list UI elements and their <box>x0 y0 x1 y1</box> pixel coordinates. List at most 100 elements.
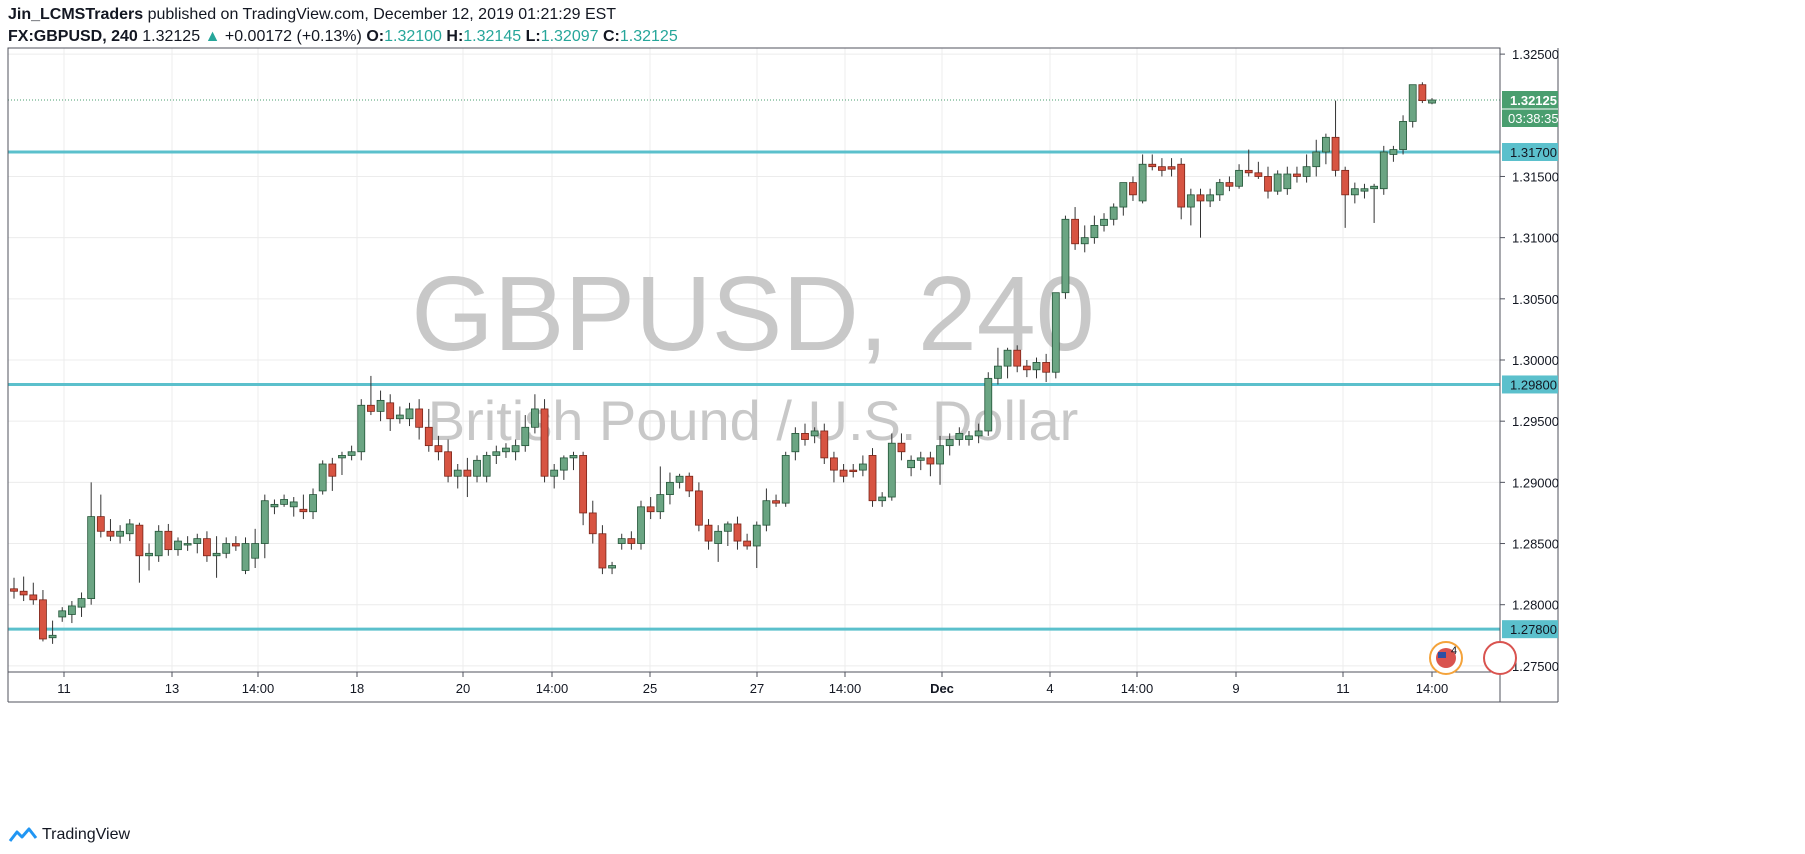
candle-body <box>1129 182 1137 196</box>
candle-body <box>328 463 337 477</box>
candle-body <box>1022 365 1031 371</box>
candle-body <box>1350 188 1359 196</box>
flag-canton <box>1438 652 1446 658</box>
candle <box>1273 170 1282 195</box>
x-tick-label: 14:00 <box>829 681 862 696</box>
candle <box>994 347 1002 385</box>
candle <box>367 375 375 416</box>
candle-body <box>1312 151 1321 168</box>
candle <box>87 482 96 605</box>
candle-body <box>579 455 588 514</box>
candle <box>1264 166 1272 199</box>
candle-body <box>318 463 327 492</box>
x-tick-label: 18 <box>350 681 364 696</box>
candle-body <box>125 523 134 535</box>
high-label: H: <box>446 28 464 45</box>
candle-body <box>791 433 800 453</box>
y-tick-label: 1.31500 <box>1512 169 1559 184</box>
candle-body <box>270 503 279 508</box>
countdown-label: 03:38:35 <box>1508 111 1559 126</box>
candle <box>1428 98 1436 105</box>
candle-body <box>1360 188 1369 192</box>
candle-body <box>559 457 568 471</box>
candle <box>955 427 964 446</box>
candle <box>1196 188 1205 238</box>
candle-body <box>241 543 250 571</box>
candle-body <box>685 475 694 492</box>
candle <box>67 601 76 624</box>
candle <box>154 525 163 562</box>
candle-body <box>830 457 838 471</box>
open-label: O: <box>366 28 385 45</box>
tradingview-logo[interactable]: TradingView <box>8 826 130 844</box>
candle <box>907 455 916 477</box>
candle-body <box>357 404 366 453</box>
candle <box>530 394 539 434</box>
candle <box>608 561 616 575</box>
x-tick-label: 14:00 <box>1121 681 1154 696</box>
candle <box>444 439 452 483</box>
candle <box>1235 164 1243 189</box>
candle <box>39 590 47 642</box>
candle <box>1167 158 1176 177</box>
candle <box>1254 161 1263 179</box>
candle <box>598 525 607 575</box>
candle-body <box>415 408 424 428</box>
x-tick-label: 11 <box>1336 681 1350 696</box>
candle <box>1293 166 1301 183</box>
candle <box>203 531 211 562</box>
candle <box>1350 182 1359 204</box>
time-axis[interactable]: 11 13 14:00 18 20 14:00 25 27 14:00 Dec 4 14:00 9 11 1… <box>57 672 1448 696</box>
candle-body <box>1254 172 1263 177</box>
y-tick-label: 1.29000 <box>1512 475 1559 490</box>
level-price-label: 1.29800 <box>1510 377 1557 392</box>
candle-body <box>1225 182 1234 187</box>
x-tick-label: 4 <box>1046 681 1053 696</box>
candle <box>569 451 578 471</box>
candle <box>1399 115 1407 155</box>
open-value: 1.32100 <box>384 28 442 45</box>
candle-body <box>1418 84 1427 102</box>
candle-body <box>965 435 973 440</box>
candle <box>1379 145 1388 195</box>
candle-body <box>260 500 269 544</box>
candle-body <box>145 552 153 557</box>
watermark-title: GBPUSD, 240 <box>411 255 1094 373</box>
candle <box>1312 139 1321 177</box>
candle <box>135 522 144 583</box>
candle-body <box>1399 121 1407 150</box>
candle <box>145 543 153 571</box>
candle <box>694 482 703 532</box>
candle <box>386 394 395 431</box>
candle <box>260 494 269 559</box>
candle-body <box>704 524 713 542</box>
candle <box>222 537 231 559</box>
candle-body <box>984 377 993 432</box>
publisher-name[interactable]: Jin_LCMSTraders <box>8 6 144 23</box>
candle <box>820 423 829 464</box>
candle-body <box>453 469 462 477</box>
x-tick-label: 14:00 <box>242 681 275 696</box>
candle-body <box>502 447 510 453</box>
candle <box>887 433 896 501</box>
candle-body <box>87 516 96 599</box>
candle-body <box>1013 349 1022 367</box>
price-axis[interactable]: 1.32500 1.31500 1.31000 1.30500 1.30000 1.295… <box>1500 47 1559 674</box>
candle-body <box>482 455 491 477</box>
candle-body <box>1206 194 1215 202</box>
candle <box>1158 158 1166 177</box>
candle <box>685 472 694 498</box>
candle-body <box>781 455 790 504</box>
candle <box>1051 292 1060 379</box>
candle-body <box>77 598 86 608</box>
candle-body <box>376 399 385 412</box>
candle <box>424 408 433 452</box>
candle <box>1032 357 1041 379</box>
candle <box>540 399 549 483</box>
level-price-label: 1.31700 <box>1510 145 1557 160</box>
candle-body <box>849 469 858 473</box>
candle <box>839 464 848 483</box>
event-badges[interactable]: 4 <box>1429 641 1517 675</box>
candle <box>96 494 105 538</box>
